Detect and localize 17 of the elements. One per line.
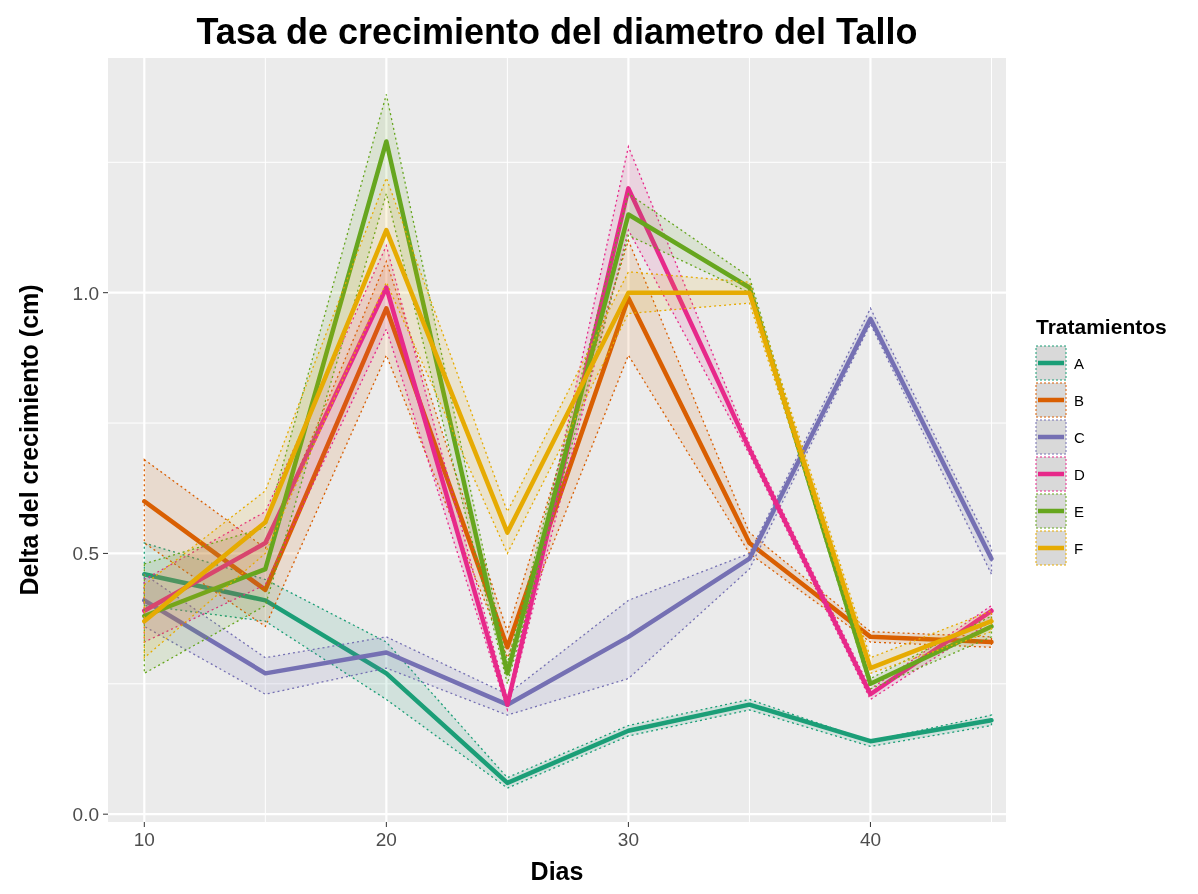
x-tick-label: 10	[133, 829, 155, 850]
x-tick-label: 20	[375, 829, 397, 850]
x-axis-title: Dias	[530, 857, 584, 885]
legend-label: A	[1074, 355, 1085, 372]
legend-label: E	[1074, 503, 1085, 520]
legend-label: D	[1074, 466, 1085, 483]
legend-label: C	[1074, 429, 1085, 446]
legend-title: Tratamientos	[1036, 315, 1167, 338]
legend-label: B	[1074, 392, 1085, 409]
y-tick-label: 0.0	[72, 804, 99, 826]
y-axis-title: Delta del crecimiento (cm)	[15, 284, 43, 596]
legend-label: F	[1074, 540, 1084, 557]
y-tick-label: 0.5	[72, 543, 99, 565]
chart-title: Tasa de crecimiento del diametro del Tallo	[196, 11, 918, 52]
x-tick-label: 30	[617, 829, 639, 850]
y-tick-label: 1.0	[72, 282, 99, 304]
x-tick-label: 40	[859, 829, 882, 850]
